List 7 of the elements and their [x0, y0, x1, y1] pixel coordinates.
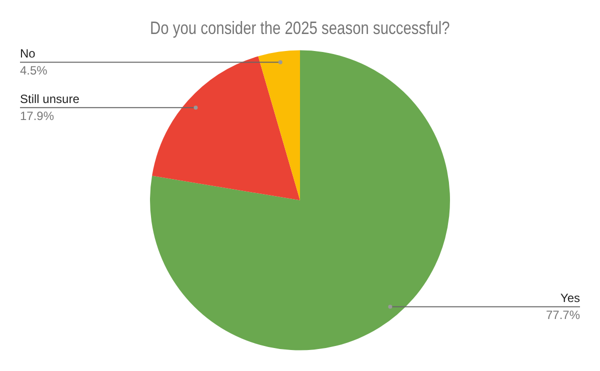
data-label: 77.7%: [546, 308, 580, 322]
slice-label: Still unsure: [20, 92, 80, 106]
data-label: 4.5%: [20, 64, 48, 78]
data-label: 17.9%: [20, 108, 54, 123]
chart-title: Do you consider the 2025 season successful?: [150, 18, 450, 38]
slice-label: Yes: [560, 291, 580, 306]
slice-label: No: [20, 46, 36, 60]
